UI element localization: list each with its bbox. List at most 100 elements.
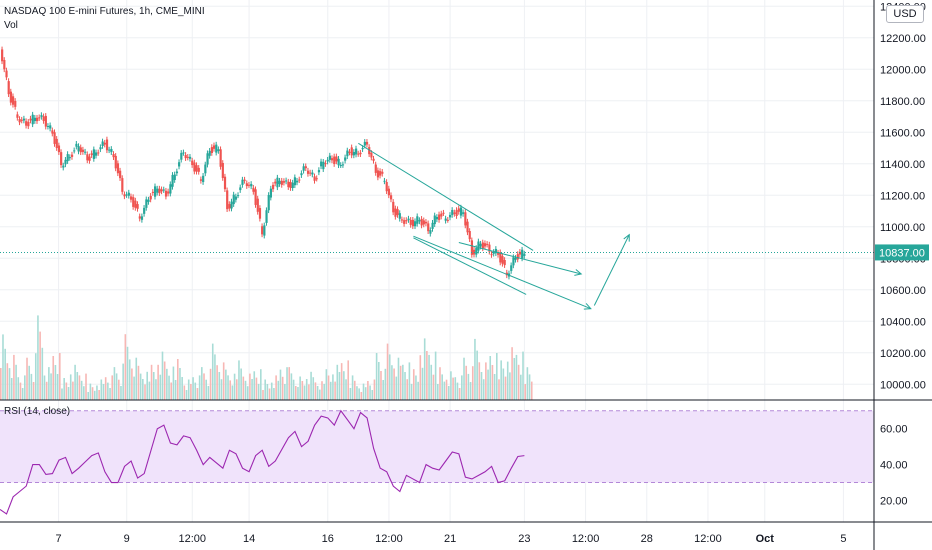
- currency-badge[interactable]: USD: [886, 5, 924, 23]
- candle-body: [250, 184, 253, 187]
- rsi-label[interactable]: RSI (14, close): [4, 406, 71, 417]
- volume-bar: [183, 385, 186, 400]
- volume-bar: [305, 379, 308, 400]
- candle-body: [289, 182, 292, 189]
- volume-bar: [244, 380, 247, 400]
- volume-bar: [211, 343, 214, 400]
- volume-bar: [465, 365, 468, 400]
- time-tick-label: 5: [840, 533, 846, 545]
- volume-bar: [218, 372, 221, 400]
- last-price-badge: 10837.00: [875, 244, 929, 261]
- candle-body: [158, 188, 161, 194]
- candle-body: [287, 181, 290, 188]
- symbol-title[interactable]: NASDAQ 100 E-mini Futures, 1h, CME_MINI: [4, 6, 205, 17]
- candle-body: [392, 201, 395, 213]
- volume-bar: [522, 351, 524, 400]
- candle-body: [151, 191, 155, 193]
- candle-body: [81, 149, 85, 152]
- volume-bar: [133, 376, 135, 400]
- candle-body: [269, 188, 273, 198]
- candle-body: [64, 159, 67, 165]
- candle-body: [501, 256, 504, 264]
- volume-bar: [135, 357, 138, 400]
- candle-body: [134, 200, 137, 208]
- volume-bar: [109, 388, 111, 400]
- candle-body: [193, 162, 196, 172]
- candle-body: [488, 244, 491, 252]
- volume-bar: [421, 367, 424, 400]
- volume-bar: [292, 379, 295, 400]
- candle-body: [197, 167, 200, 172]
- volume-bar: [102, 384, 105, 400]
- candle-body: [46, 125, 50, 127]
- volume-bar: [329, 381, 332, 400]
- volume-bar: [192, 377, 194, 400]
- rsi-axis[interactable]: 20.00 40.00 60.00: [880, 424, 908, 508]
- volume-bar: [148, 381, 151, 400]
- time-tick-label: 23: [518, 533, 530, 545]
- candle-body: [212, 145, 216, 149]
- candle-body: [492, 251, 495, 254]
- candle-body: [521, 249, 524, 259]
- candle-body: [483, 243, 487, 247]
- volume-bar: [196, 388, 199, 400]
- volume-bar: [264, 379, 266, 400]
- volume-bar: [67, 387, 70, 400]
- price-axis[interactable]: 10000.0010200.0010400.0010600.0010800.00…: [880, 1, 926, 391]
- trendlines[interactable]: [358, 142, 630, 310]
- volume-bar: [2, 334, 4, 400]
- candle-body: [514, 257, 517, 260]
- volume-bar: [288, 367, 291, 400]
- candle-body: [416, 216, 419, 224]
- candle-body: [433, 215, 436, 225]
- volume-bar: [115, 373, 118, 400]
- candle-body: [462, 212, 465, 214]
- volume-bar: [437, 384, 439, 400]
- volume-bar: [426, 351, 428, 400]
- volume-bar: [52, 356, 55, 400]
- volume-label[interactable]: Vol: [4, 20, 18, 31]
- volume-bar: [325, 369, 328, 400]
- candle-body: [119, 170, 122, 179]
- time-tick-label: 12:00: [375, 533, 403, 545]
- volume-bar: [430, 364, 433, 400]
- candle-body: [444, 218, 447, 221]
- volume-bar: [207, 386, 210, 400]
- candle-body: [221, 162, 224, 178]
- volume-bar: [170, 382, 173, 400]
- volume-bar: [467, 373, 470, 400]
- volume-bar: [487, 369, 489, 400]
- candle-body: [178, 162, 181, 167]
- candle-body: [516, 254, 519, 260]
- volume-bar: [478, 362, 481, 400]
- candle-body: [147, 199, 150, 202]
- volume-bar: [89, 383, 92, 400]
- candle-body: [217, 149, 220, 151]
- rsi-pane: [0, 409, 874, 515]
- candle-body: [110, 148, 113, 153]
- volume-bar: [76, 372, 79, 400]
- price-tick-label: 10600.00: [880, 285, 926, 297]
- candle-body: [261, 226, 264, 235]
- trendline-4: [593, 234, 630, 306]
- volume-bar: [15, 364, 17, 400]
- trendline-2: [458, 242, 582, 275]
- candle-body: [446, 219, 449, 221]
- volume-bar: [297, 387, 299, 400]
- candle-body: [344, 157, 347, 161]
- volume-bar: [439, 367, 441, 400]
- time-tick-label: 12:00: [694, 533, 722, 545]
- volume-bar: [260, 369, 262, 400]
- time-axis[interactable]: 7 9 12:00 14 16 12:00 21 23 12:00 28 12:00 Oct 5: [55, 533, 846, 545]
- volume-bar: [526, 367, 529, 400]
- volume-bar: [476, 350, 478, 400]
- volume-bar: [338, 372, 341, 400]
- volume-bar: [270, 382, 273, 400]
- volume-bar: [120, 386, 122, 400]
- volume-bar: [321, 381, 323, 400]
- volume-bar: [249, 373, 251, 400]
- candle-body: [184, 154, 187, 159]
- price-tick-label: 11200.00: [880, 190, 925, 202]
- rsi-line: [0, 409, 525, 515]
